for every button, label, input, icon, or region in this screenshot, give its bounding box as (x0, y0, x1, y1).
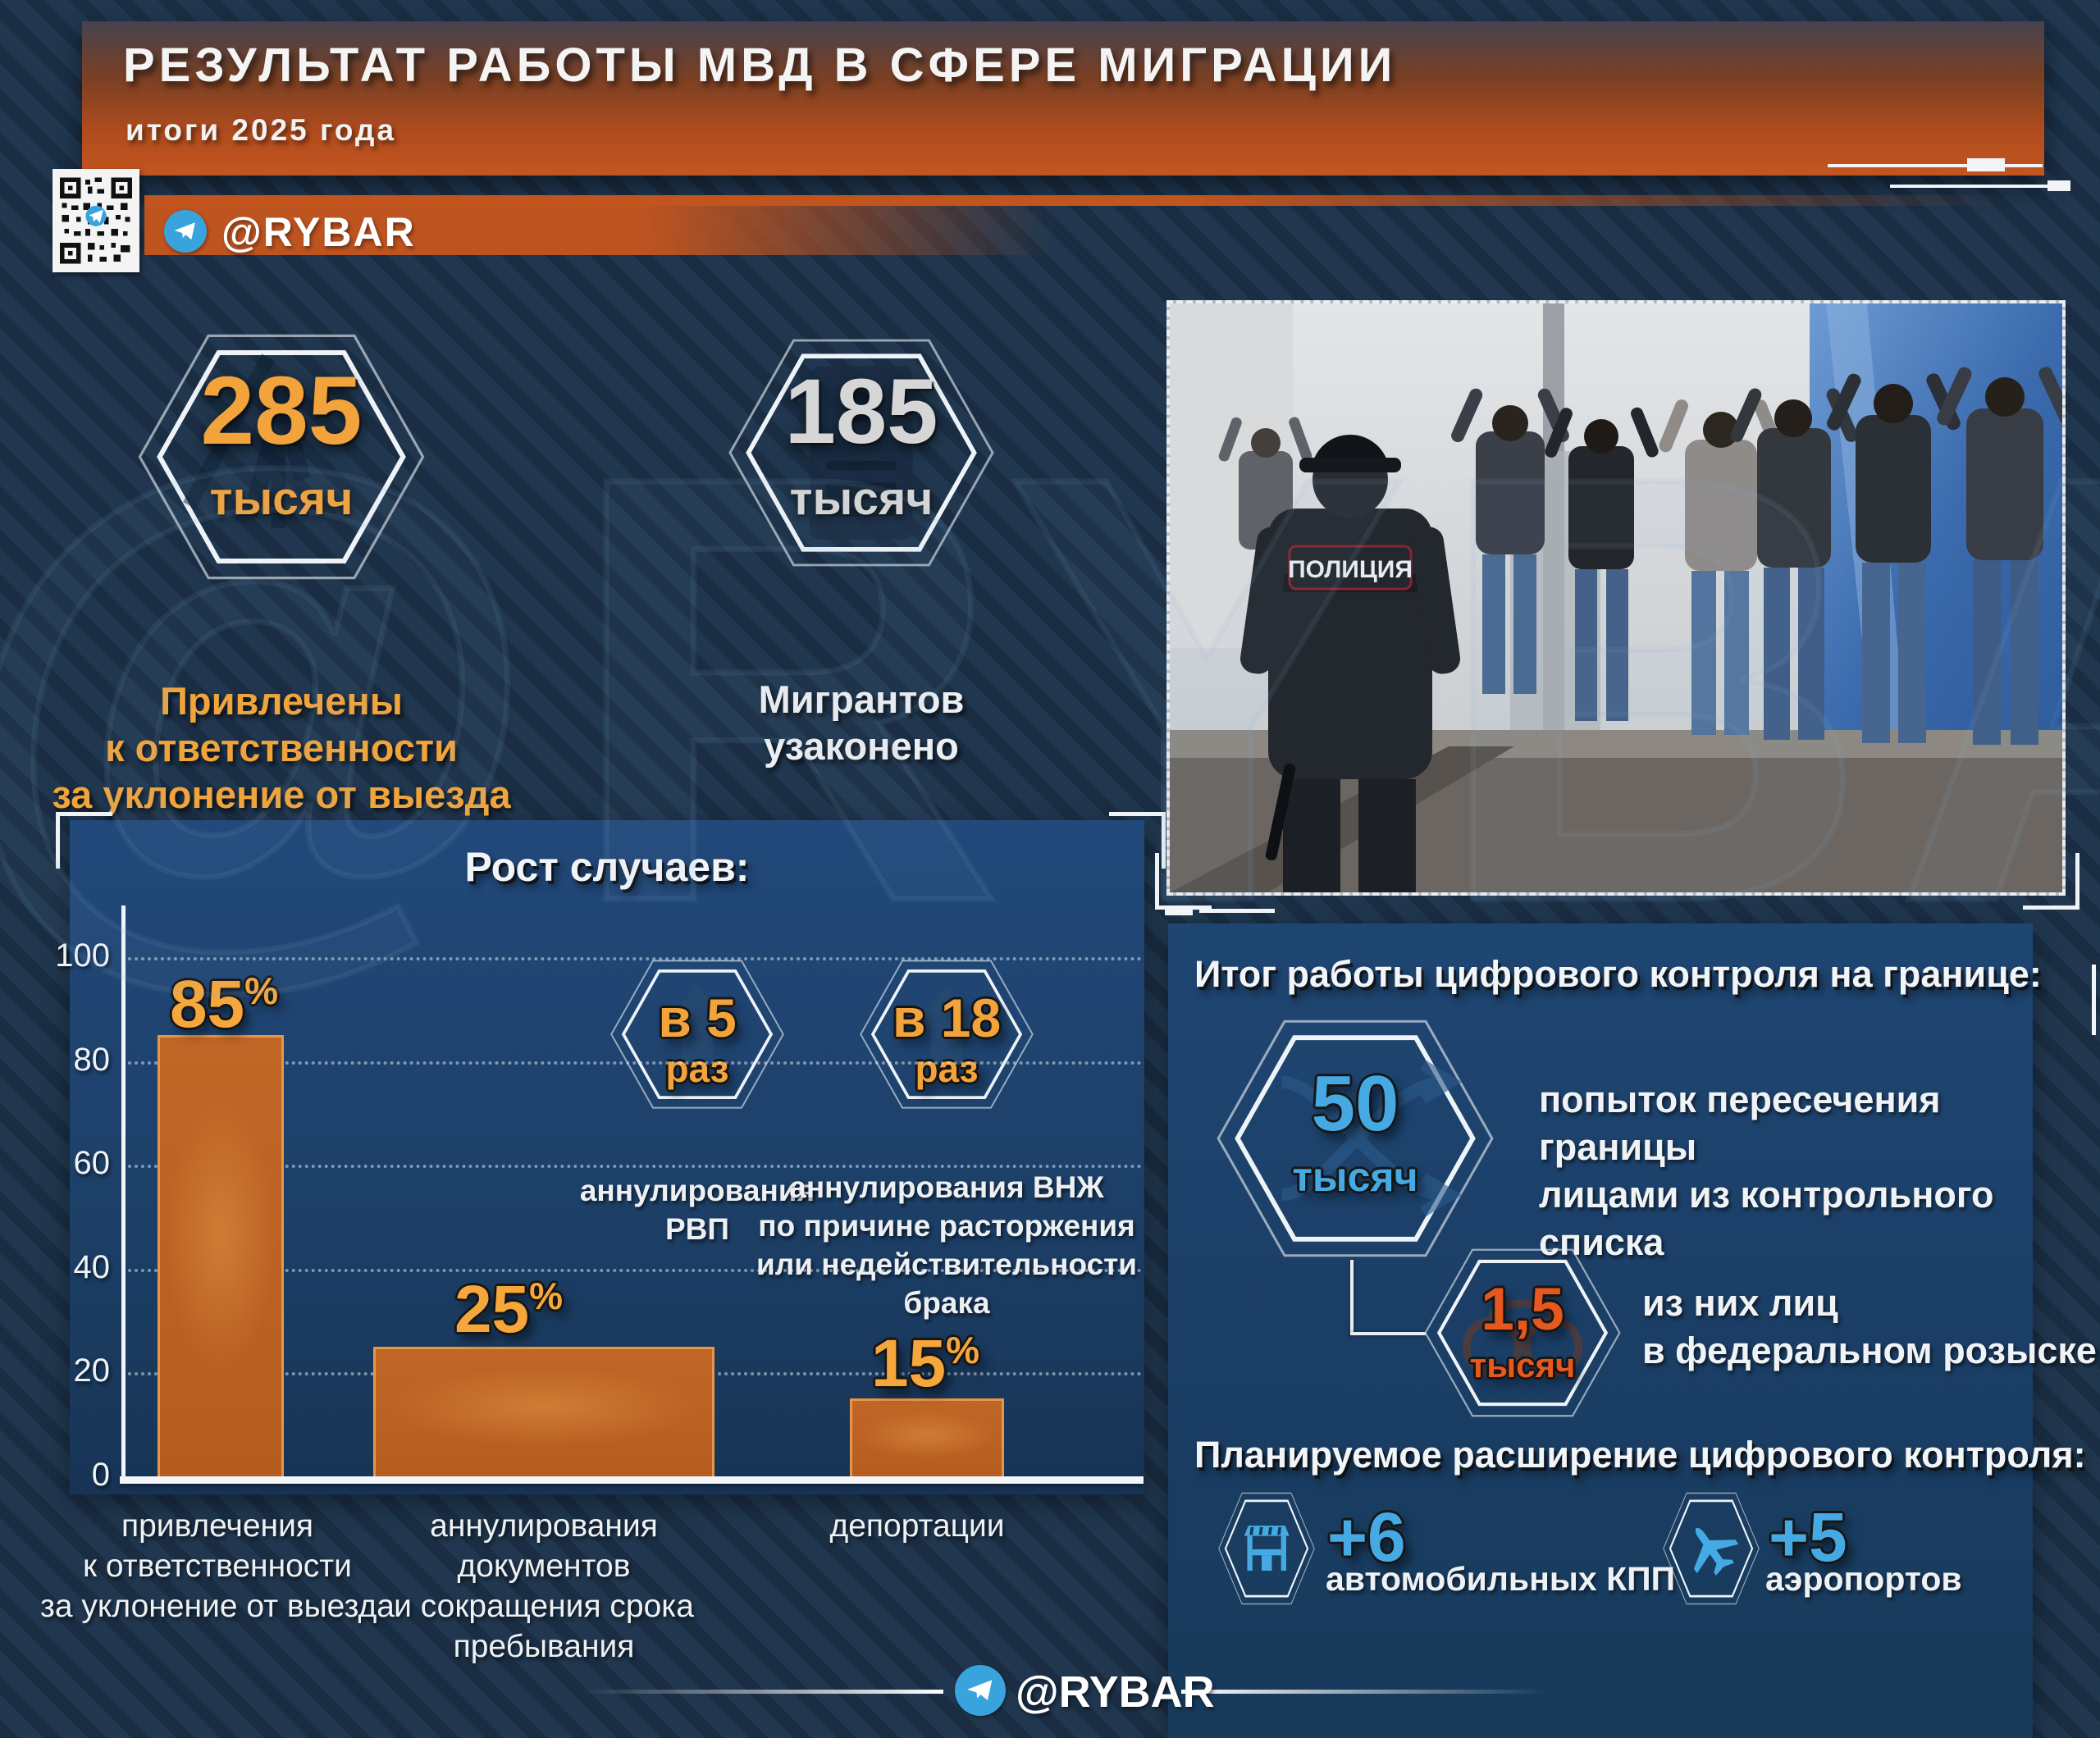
chart-bar (850, 1398, 1004, 1476)
checkpoint-icon (1244, 1526, 1290, 1571)
chart-bar (158, 1034, 284, 1476)
growth-hexagon-vnzh: в 18 раз (858, 958, 1035, 1111)
stat-value: 185 (784, 360, 938, 463)
growth-unit: раз (915, 1047, 979, 1090)
connector-horizontal (1350, 1332, 1426, 1335)
photo-corner-bracket (2023, 853, 2079, 910)
chart-corner-bracket (56, 812, 112, 869)
channel-handle: @RYBAR (221, 209, 416, 255)
panel-decor-dash (1165, 905, 1193, 915)
arrow-up-icon (911, 984, 983, 1081)
stat-hexagon-evasion: 285 тысяч (135, 331, 427, 582)
border-value: 1,5 (1481, 1276, 1564, 1343)
bar-value-percent-sign: % (946, 1329, 980, 1371)
pedestrian-ban-icon (183, 354, 311, 529)
expansion-label: аэропортов (1765, 1560, 1962, 1598)
footer-line-right (1181, 1690, 1547, 1694)
border-unit: тысяч (1469, 1346, 1576, 1384)
expansion-hexagon-checkpoints (1217, 1491, 1316, 1606)
header-banner (82, 21, 2044, 176)
stat-hexagon-legalized: 185 тысяч (726, 336, 997, 569)
chart-gridline (128, 1268, 1142, 1272)
header-decor-block (1967, 158, 2005, 171)
border-hexagon-wanted: 1,5 тысяч (1422, 1247, 1623, 1419)
bar-value-percent-sign: % (244, 969, 279, 1012)
y-tick-label: 40 (73, 1248, 111, 1285)
y-tick-label: 80 (73, 1041, 111, 1078)
police-raid-photo: ПОЛИЦИЯ (1166, 300, 2066, 896)
chart-title: Рост случаев: (464, 844, 750, 890)
stat-value: 285 (200, 357, 363, 465)
policeman-silhouette: ПОЛИЦИЯ (1239, 435, 1461, 892)
bar-value-number: 85 (169, 967, 245, 1042)
bar-value-label: 15% (871, 1325, 979, 1403)
y-tick-label: 0 (91, 1457, 110, 1493)
qr-code (52, 169, 139, 272)
chart-bar (373, 1346, 714, 1476)
arrow-up-icon (661, 984, 733, 1081)
category-label: аннулирования документов и сокращения ср… (394, 1508, 694, 1664)
footer-channel-handle: @RYBAR (1016, 1667, 1215, 1717)
stat-caption-evasion: Привлечены к ответственности за уклонени… (52, 679, 511, 816)
stat-unit: тысяч (209, 472, 354, 525)
channel-ribbon-stripe (144, 195, 2067, 206)
connector-vertical (1350, 1260, 1354, 1335)
header-decor-line (1828, 164, 2043, 167)
growth-unit: раз (665, 1047, 729, 1090)
stat-caption-legalized: Мигрантов узаконено (758, 677, 965, 768)
border-value: 50 (1311, 1060, 1399, 1147)
handcuffs-icon (1462, 1299, 1583, 1377)
stat-unit: тысяч (789, 472, 934, 525)
border-attempts-text: попыток пересечения границы лицами из ко… (1539, 1079, 1994, 1263)
growth-caption-rvp: аннулирования РВП (579, 1174, 815, 1246)
expansion-value: +6 (1327, 1499, 1406, 1576)
expansion-value: +5 (1769, 1499, 1847, 1576)
document-icon (810, 366, 913, 540)
chart-x-axis (120, 1476, 1144, 1484)
chart-gridline (128, 1165, 1142, 1169)
bar-value-label: 25% (454, 1271, 563, 1348)
chart-gridline (128, 957, 1142, 960)
border-hexagon-attempts: 50 тысяч (1214, 1017, 1496, 1260)
chart-corner-bracket (1109, 812, 1166, 869)
category-label: депортации (829, 1508, 1005, 1544)
expansion-hexagon-airports (1662, 1491, 1760, 1606)
bar-value-label: 85% (170, 966, 278, 1043)
footer-telegram-icon (955, 1665, 1006, 1716)
header-decor-line-2 (1890, 185, 2067, 188)
expansion-label: автомобильных КПП (1326, 1560, 1676, 1598)
expansion-title: Планируемое расширение цифрового контрол… (1194, 1434, 2086, 1476)
y-tick-label: 20 (73, 1353, 111, 1389)
bar-value-percent-sign: % (529, 1275, 564, 1317)
header-decor-block-2 (2048, 180, 2070, 191)
border-unit: тысяч (1292, 1154, 1418, 1200)
border-wanted-text: из них лиц в федеральном розыске (1642, 1282, 2097, 1371)
border-control-title: Итог работы цифрового контроля на границ… (1194, 953, 2042, 995)
police-back-label: ПОЛИЦИЯ (1288, 556, 1413, 583)
bar-value-number: 15 (870, 1326, 947, 1401)
category-label: привлечения к ответственности за уклонен… (40, 1508, 395, 1624)
crossing-arrows-icon (1281, 1060, 1463, 1217)
panel-decor-line (1199, 909, 1275, 913)
growth-value: в 18 (892, 988, 1002, 1048)
panel-decor-vline (2092, 965, 2096, 1035)
migrants-silhouettes (1218, 367, 2062, 745)
growth-hexagon-rvp: в 5 раз (609, 958, 786, 1111)
growth-value: в 5 (658, 988, 737, 1048)
bar-value-number: 25 (454, 1272, 530, 1347)
channel-ribbon (144, 206, 1063, 255)
page-title: РЕЗУЛЬТАТ РАБОТЫ МВД В СФЕРЕ МИГРАЦИИ (123, 39, 1397, 92)
chart-y-axis (121, 905, 126, 1481)
page-subtitle: итоги 2025 года (126, 113, 397, 147)
y-tick-label: 60 (73, 1145, 111, 1182)
chart-gridline (128, 1061, 1142, 1065)
border-control-panel (1168, 924, 2033, 1738)
y-tick-label: 100 (55, 937, 110, 974)
growth-caption-vnzh: аннулирования ВНЖ по причине расторжения… (756, 1170, 1138, 1320)
airplane-icon (1694, 1527, 1739, 1576)
telegram-icon (164, 210, 207, 253)
footer-line-left (582, 1690, 943, 1694)
qr-pattern (57, 175, 135, 267)
